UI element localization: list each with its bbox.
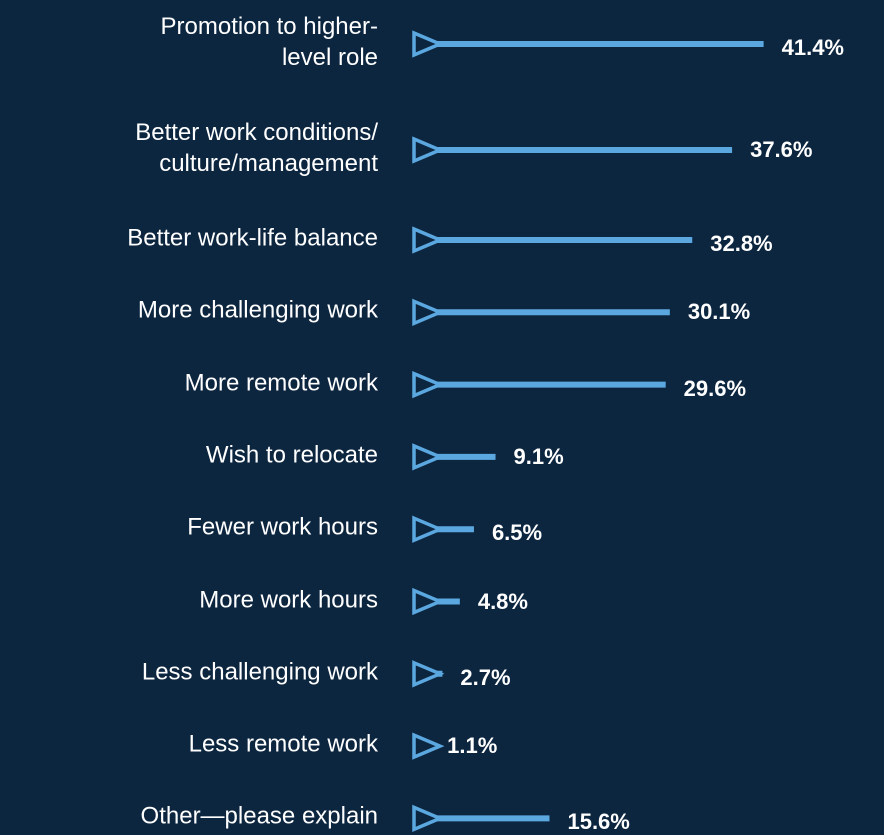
value-label: 32.8% [710, 231, 773, 256]
category-label: Wish to relocate [205, 441, 378, 469]
bar-marker [412, 370, 445, 399]
bar-marker [412, 30, 445, 58]
value-label: 37.6% [750, 137, 813, 162]
bar-marker [412, 732, 445, 760]
value-label: 1.1% [447, 733, 498, 759]
category-label: Better work conditions/ culture/manageme… [135, 119, 378, 177]
bar-marker [412, 226, 445, 254]
category-label: Promotion to higher- level role [160, 13, 378, 71]
value-label: 2.7% [460, 664, 511, 690]
category-label: Less challenging work [141, 658, 378, 686]
category-label: More remote work [184, 369, 378, 397]
category-label: Other—please explain [140, 802, 378, 830]
value-label: 9.1% [513, 443, 564, 469]
bar-marker [412, 587, 445, 616]
value-label: 15.6% [567, 809, 630, 835]
value-label: 4.8% [477, 588, 528, 614]
category-label: Fewer work hours [187, 513, 378, 541]
category-label: More challenging work [137, 296, 378, 324]
value-label: 41.4% [781, 35, 844, 60]
bar-marker [412, 515, 445, 543]
bar-marker [412, 136, 445, 164]
bar-marker [412, 804, 445, 833]
bar-marker [412, 443, 445, 471]
value-label: 6.5% [491, 520, 543, 546]
category-label: Better work-life balance [127, 224, 378, 252]
bar-marker [412, 298, 445, 326]
category-label: More work hours [199, 586, 378, 613]
category-label: Less remote work [188, 730, 378, 758]
value-label: 30.1% [687, 299, 751, 325]
bar-marker [412, 660, 445, 688]
value-label: 29.6% [683, 375, 747, 401]
